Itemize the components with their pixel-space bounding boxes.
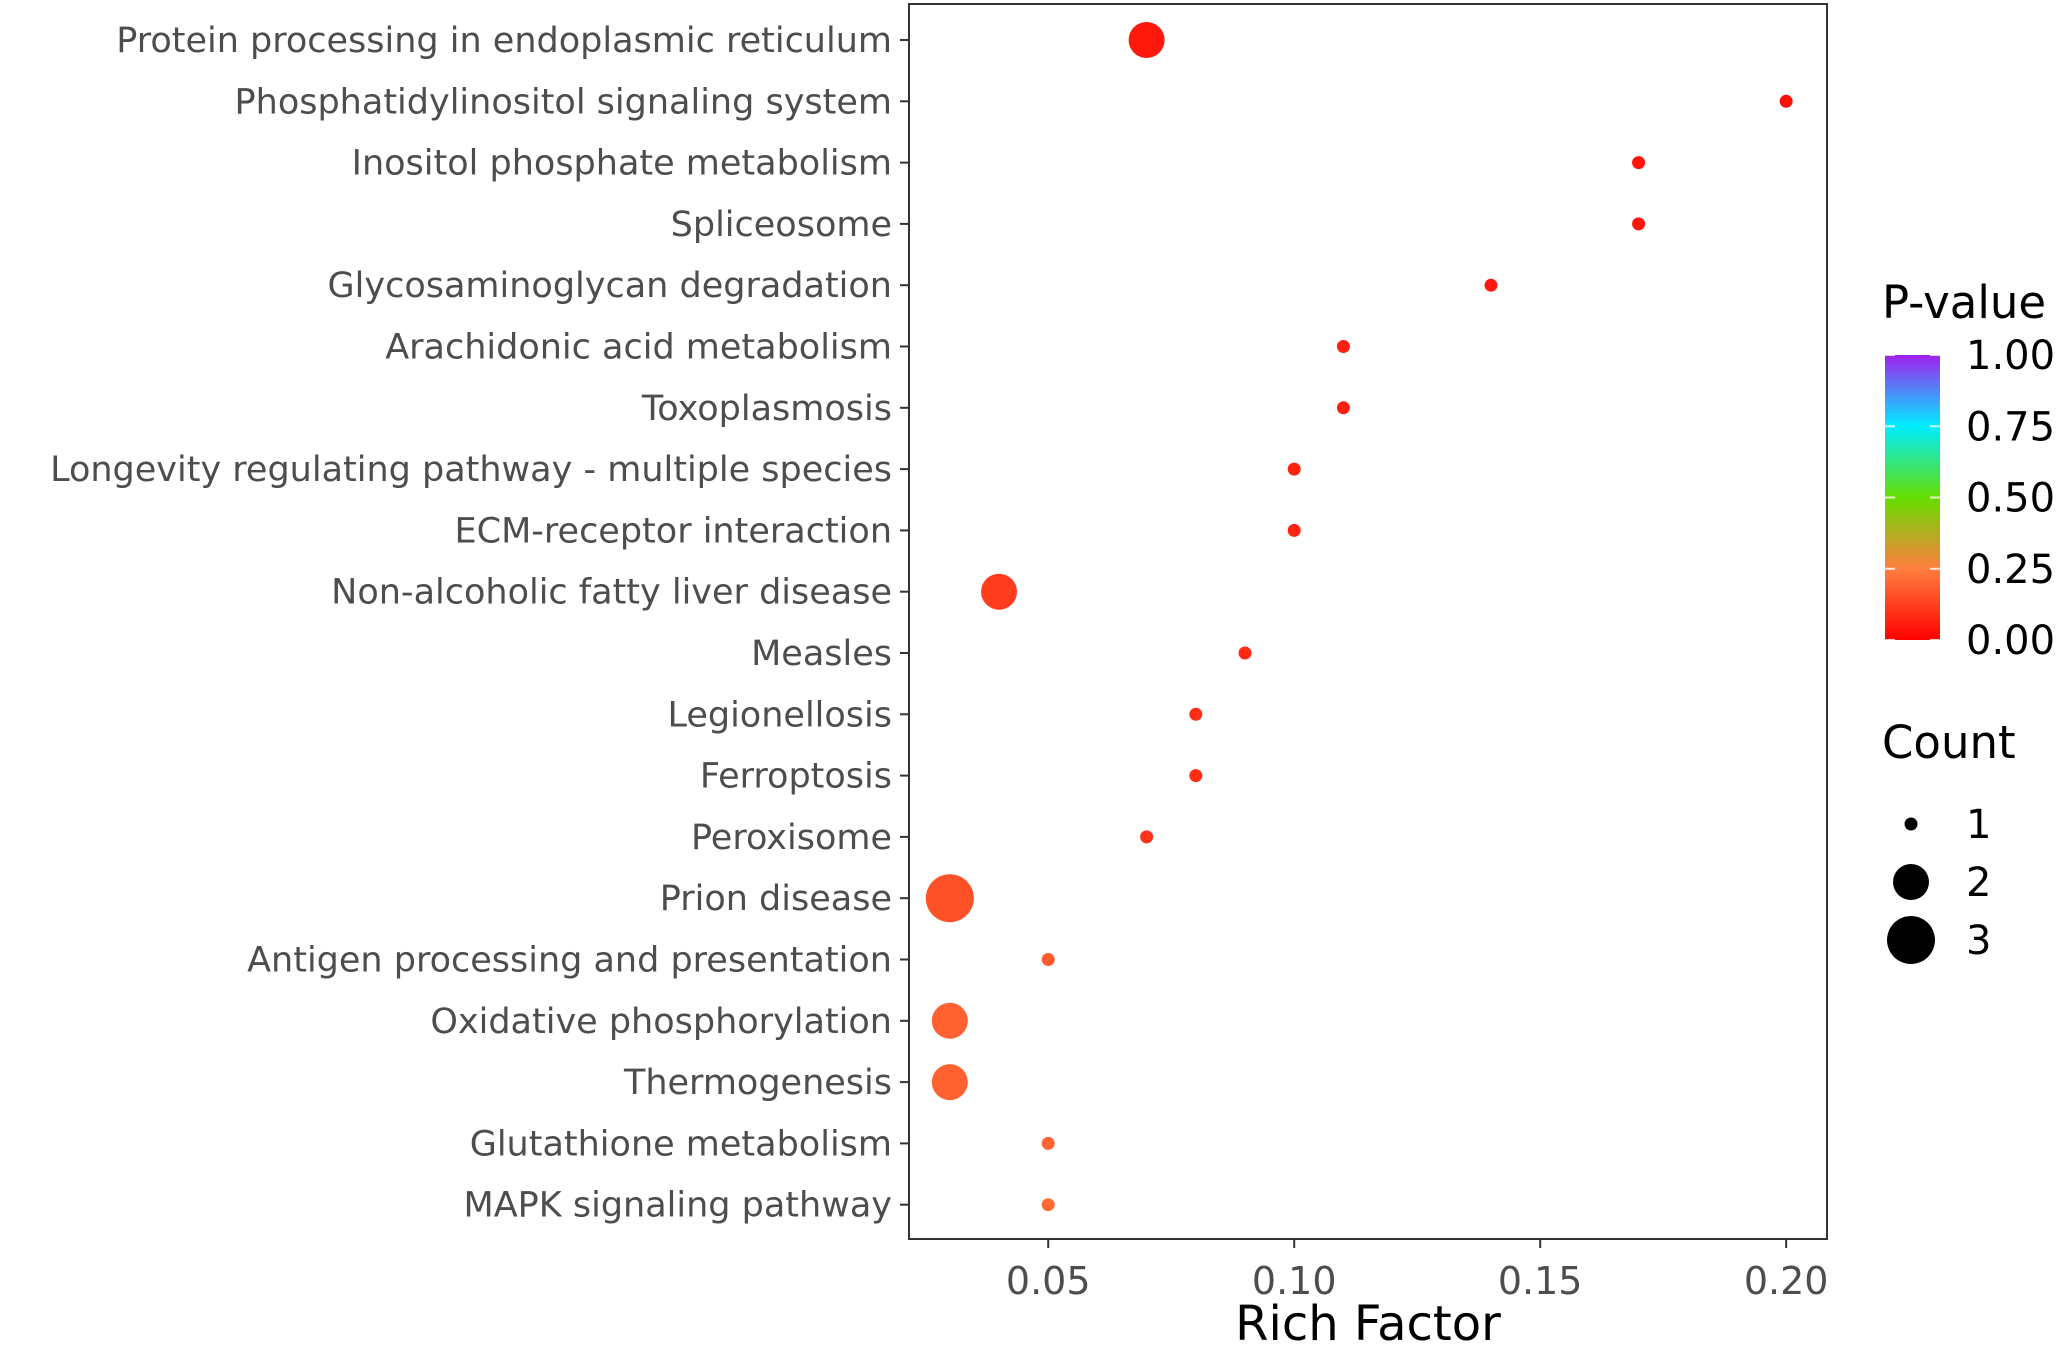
y-tick-label: Antigen processing and presentation bbox=[247, 941, 892, 981]
data-point bbox=[925, 874, 974, 923]
data-point bbox=[1484, 278, 1498, 292]
data-point bbox=[1041, 1198, 1055, 1212]
color-legend-label: 0.00 bbox=[1966, 618, 2055, 664]
y-tick-label: Toxoplasmosis bbox=[641, 389, 892, 429]
data-point bbox=[1041, 1136, 1055, 1150]
y-tick-label: MAPK signaling pathway bbox=[464, 1186, 892, 1226]
size-legend-label: 1 bbox=[1966, 802, 1991, 848]
size-legend-key bbox=[1887, 916, 1935, 964]
y-tick-label: Inositol phosphate metabolism bbox=[352, 144, 892, 184]
data-point bbox=[1632, 217, 1646, 231]
plot-panel bbox=[908, 3, 1828, 1240]
y-tick-label: Non-alcoholic fatty liver disease bbox=[331, 573, 892, 613]
data-point bbox=[931, 1064, 968, 1101]
size-legend-label: 2 bbox=[1966, 860, 1991, 906]
size-legend-label: 3 bbox=[1966, 918, 1991, 964]
x-axis-title: Rich Factor bbox=[1235, 1296, 1501, 1348]
y-tick-label: Oxidative phosphorylation bbox=[430, 1002, 892, 1042]
color-legend-label: 0.25 bbox=[1966, 547, 2055, 593]
x-tick-label: 0.20 bbox=[1744, 1259, 1829, 1303]
x-tick-label: 0.05 bbox=[1006, 1259, 1091, 1303]
y-tick-label: ECM-receptor interaction bbox=[455, 511, 892, 551]
color-legend-label: 0.75 bbox=[1966, 404, 2055, 450]
y-tick-label: Prion disease bbox=[660, 879, 892, 919]
data-point bbox=[1632, 156, 1646, 170]
y-tick-label: Arachidonic acid metabolism bbox=[385, 328, 892, 368]
y-tick-label: Protein processing in endoplasmic reticu… bbox=[116, 21, 892, 61]
data-point bbox=[1779, 94, 1793, 108]
data-point bbox=[1336, 340, 1350, 353]
x-tick-label: 0.15 bbox=[1498, 1259, 1583, 1303]
y-tick-label: Longevity regulating pathway - multiple … bbox=[50, 450, 892, 490]
data-point bbox=[931, 1002, 968, 1039]
y-tick-label: Thermogenesis bbox=[623, 1063, 892, 1103]
data-point bbox=[1189, 707, 1203, 721]
plot-area: Protein processing in endoplasmic reticu… bbox=[50, 3, 1829, 1348]
data-point bbox=[981, 573, 1018, 610]
size-legend-key bbox=[1893, 864, 1929, 900]
y-tick-label: Legionellosis bbox=[667, 695, 892, 735]
y-tick-label: Ferroptosis bbox=[700, 757, 892, 797]
color-legend-label: 0.50 bbox=[1966, 476, 2055, 522]
x-tick-label: 0.10 bbox=[1252, 1259, 1337, 1303]
size-legend-title: Count bbox=[1882, 716, 2016, 769]
y-tick-label: Spliceosome bbox=[671, 205, 892, 245]
data-point bbox=[1128, 22, 1165, 58]
data-point bbox=[1189, 769, 1203, 783]
data-point bbox=[1140, 830, 1154, 844]
data-point bbox=[1238, 646, 1252, 660]
y-tick-label: Peroxisome bbox=[691, 818, 892, 858]
y-tick-label: Glycosaminoglycan degradation bbox=[328, 266, 892, 306]
data-point bbox=[1287, 523, 1301, 537]
y-tick-label: Measles bbox=[751, 634, 892, 674]
data-point bbox=[1287, 462, 1301, 476]
color-legend-label: 1.00 bbox=[1966, 333, 2055, 379]
size-legend-key bbox=[1904, 817, 1918, 831]
color-legend-title: P-value bbox=[1882, 276, 2046, 329]
data-point bbox=[1336, 401, 1350, 415]
data-point bbox=[1041, 953, 1055, 966]
y-tick-label: Glutathione metabolism bbox=[470, 1124, 892, 1164]
y-tick-label: Phosphatidylinositol signaling system bbox=[235, 82, 892, 122]
